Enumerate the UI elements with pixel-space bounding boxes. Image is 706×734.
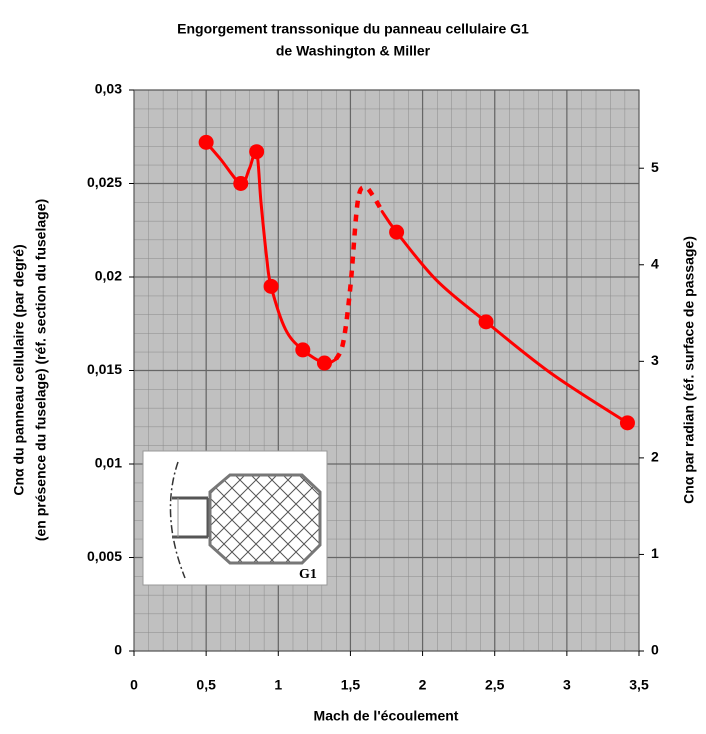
inset: G1: [142, 450, 328, 586]
y2-tick-label: 2: [651, 449, 659, 465]
point: [389, 224, 405, 240]
chart-title: de Washington & Miller: [276, 43, 431, 59]
inset-label: G1: [299, 567, 317, 582]
x-tick-label: 0: [130, 677, 138, 693]
y2-tick-label: 5: [651, 159, 659, 175]
point: [263, 278, 279, 294]
y-tick-label: 0: [114, 642, 122, 658]
point: [198, 134, 214, 150]
x-tick-label: 3,5: [629, 677, 649, 693]
y2-tick-label: 1: [651, 545, 659, 561]
y-tick-label: 0,015: [87, 361, 122, 377]
y2-tick-label: 3: [651, 352, 659, 368]
point: [295, 342, 311, 358]
x-tick-label: 2: [419, 677, 427, 693]
x-tick-label: 0,5: [196, 677, 216, 693]
y-tick-label: 0,02: [95, 268, 122, 284]
x-tick-label: 2,5: [485, 677, 505, 693]
y2-axis-title: Cnα par radian (réf. surface de passage): [681, 236, 697, 504]
point: [249, 144, 265, 160]
chart-title: Engorgement transsonique du panneau cell…: [177, 21, 529, 37]
y2-tick-label: 4: [651, 255, 659, 271]
series-line: [333, 184, 385, 361]
x-axis-title: Mach de l'écoulement: [314, 708, 459, 724]
point: [478, 314, 494, 330]
point: [619, 415, 635, 431]
y2-tick-label: 0: [651, 642, 659, 658]
point: [316, 355, 332, 371]
y-tick-label: 0,01: [95, 455, 122, 471]
x-tick-label: 3: [563, 677, 571, 693]
y-tick-label: 0,005: [87, 548, 122, 564]
y-tick-label: 0,03: [95, 81, 122, 97]
y-axis-title: (en présence du fuselage) (réf. section …: [33, 199, 49, 541]
x-tick-label: 1,5: [341, 677, 361, 693]
point: [233, 176, 249, 191]
y-tick-label: 0,025: [87, 174, 122, 190]
y-axis-title: Cnα du panneau cellulaire (par degré): [11, 244, 27, 495]
x-tick-label: 1: [274, 677, 282, 693]
